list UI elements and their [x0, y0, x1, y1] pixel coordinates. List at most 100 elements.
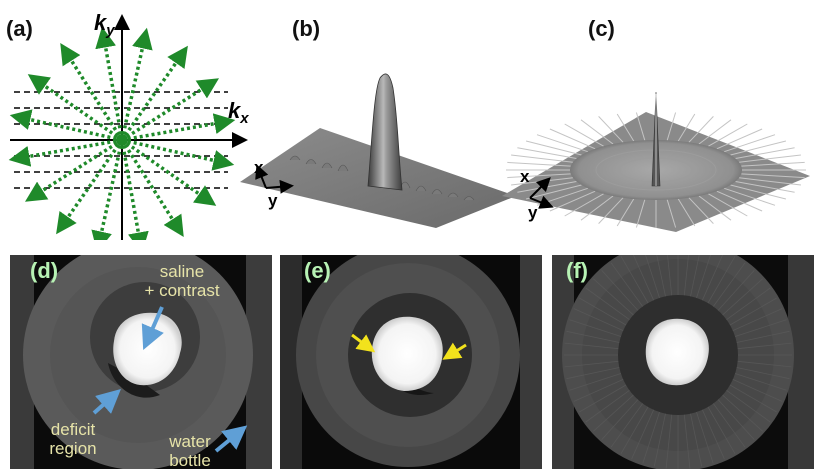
radial-streak	[677, 113, 696, 142]
svg-text:kx: kx	[228, 98, 249, 127]
artifact-streak	[696, 411, 714, 464]
radial-streak	[580, 119, 614, 145]
mri-image-f	[552, 255, 814, 469]
panel-label-b: (b)	[292, 16, 321, 41]
artifact-streak	[736, 367, 790, 380]
radial-streak	[635, 199, 646, 228]
artifact-streak	[585, 389, 630, 423]
artifact-streak	[734, 373, 787, 391]
artifact-streak	[610, 403, 644, 448]
artifact-streak	[722, 278, 763, 316]
artifact-streak	[579, 384, 627, 413]
radial-spoke	[121, 78, 220, 142]
radial-spokes	[8, 26, 236, 240]
artifact-streak	[620, 256, 649, 304]
artifact-streak	[566, 330, 620, 343]
water-line1: water	[169, 432, 211, 451]
radial-spoke	[24, 138, 123, 202]
radial-streak	[724, 134, 776, 153]
artifact-streak	[707, 256, 736, 304]
artifact-streak	[736, 330, 790, 343]
artifact-streak	[569, 319, 622, 337]
radial-spoke	[8, 138, 123, 167]
artifact-streak	[683, 255, 689, 296]
radial-streak	[525, 140, 582, 156]
radial-streak	[698, 195, 732, 221]
radial-spoke	[120, 138, 217, 206]
water-bottle-annotation: water bottle	[160, 432, 220, 470]
radial-streak	[564, 193, 604, 217]
contrast-bright-region-f	[645, 318, 709, 386]
panel-label-f: (f)	[566, 258, 588, 283]
artifact-streak	[573, 379, 624, 402]
kspace-diagram: ky kx	[8, 10, 249, 240]
artifact-streak	[734, 319, 787, 337]
radial-spoke	[56, 138, 124, 235]
radial-spoke	[95, 26, 124, 141]
radial-streak	[708, 193, 748, 217]
kspace-center	[116, 134, 128, 146]
kx-label: k	[228, 98, 242, 123]
artifact-streak	[683, 414, 691, 469]
psf-sidelobes	[289, 155, 475, 201]
radial-streak	[616, 113, 635, 142]
radial-spoke	[120, 45, 188, 142]
saline-line2: + contrast	[144, 281, 220, 300]
radial-streak	[739, 177, 801, 186]
radial-streak	[525, 184, 582, 200]
radial-streak	[507, 173, 571, 179]
artifact-streak	[569, 373, 622, 391]
radial-spoke	[121, 113, 236, 142]
artifact-streak	[564, 342, 619, 350]
radial-streak	[564, 123, 604, 147]
radial-spoke	[120, 139, 149, 240]
kx-sub: x	[239, 110, 249, 127]
psf-b-y-label: y	[268, 191, 278, 210]
radial-spoke	[27, 74, 124, 142]
radial-streak	[688, 116, 714, 143]
artifact-streak	[732, 379, 783, 402]
panel-label-e: (e)	[304, 258, 331, 283]
artifact-streak	[566, 367, 620, 380]
svg-text:ky: ky	[94, 10, 115, 39]
radial-streak	[739, 154, 801, 163]
artifact-streak	[732, 308, 783, 331]
psf-cartesian: x y	[240, 73, 516, 228]
psf-c-y-label: y	[528, 203, 538, 222]
deficit-line2: region	[49, 439, 97, 458]
radial-spoke	[60, 42, 124, 141]
artifact-streak	[690, 255, 700, 297]
radial-streak	[716, 190, 763, 212]
artifact-streak	[726, 389, 771, 423]
saline-line1: saline	[159, 262, 205, 281]
radial-streak	[635, 112, 646, 141]
artifact-streak	[729, 384, 777, 413]
artifact-streak	[632, 255, 654, 301]
radial-streak	[666, 112, 677, 141]
artifact-streak	[564, 360, 619, 368]
radial-streak	[598, 197, 624, 224]
artifact-streak	[585, 287, 630, 321]
radial-streak	[666, 199, 677, 228]
radial-streak	[549, 190, 596, 212]
psf-c-x-label: x	[520, 167, 530, 186]
deficit-annotation: deficit region	[38, 420, 108, 458]
artifact-streak	[579, 297, 627, 326]
artifact-streak	[737, 360, 792, 368]
psf-b-x-label: x	[254, 158, 264, 177]
psf-main-peak	[367, 73, 403, 191]
radial-streak	[677, 198, 696, 227]
artifact-streak	[631, 409, 654, 460]
radial-streak	[735, 147, 795, 159]
radial-artifact-streaks	[564, 255, 792, 469]
artifact-streak	[642, 411, 660, 464]
radial-streak	[735, 181, 795, 193]
artifact-streak	[702, 255, 724, 301]
artifact-streak	[696, 255, 711, 299]
radial-streak	[598, 116, 624, 143]
artifact-streak	[690, 413, 703, 467]
artifact-streak	[717, 270, 755, 311]
artifact-streak	[717, 399, 755, 440]
panel-label-a: (a)	[6, 16, 33, 41]
radial-streak	[616, 198, 635, 227]
